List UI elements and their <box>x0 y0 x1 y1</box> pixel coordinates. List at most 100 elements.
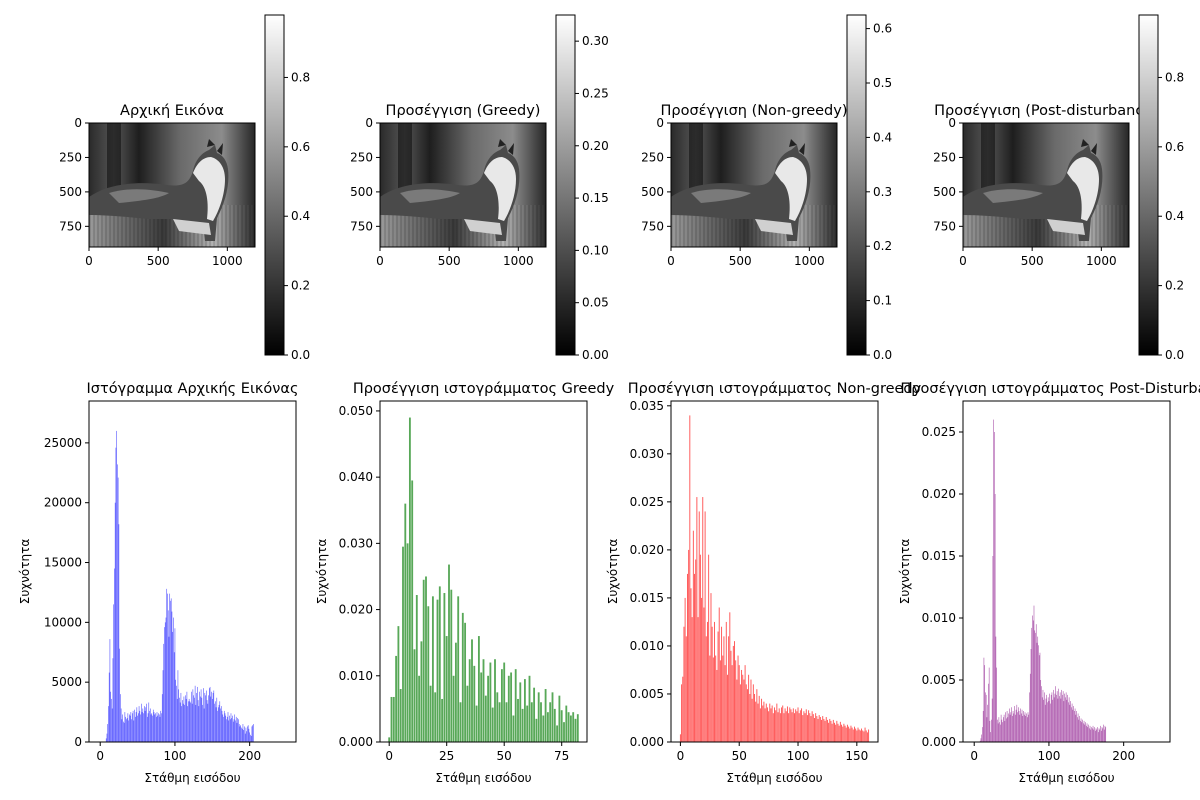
histogram-bar <box>232 721 234 742</box>
histogram-bar <box>427 606 430 742</box>
x-axis-label: Στάθμη εισόδου <box>144 771 240 785</box>
histogram-bar <box>519 682 522 742</box>
y-tick-label: 0 <box>948 116 956 130</box>
histogram-bar <box>170 598 172 742</box>
histogram-bar <box>239 726 241 742</box>
histogram-bar <box>252 725 253 742</box>
histogram-bar <box>170 600 171 742</box>
histogram-bar <box>821 719 823 742</box>
histogram-bar <box>805 709 807 742</box>
histogram-bar <box>219 701 221 742</box>
histogram-bar <box>863 731 865 742</box>
histogram-bar <box>129 714 130 742</box>
histogram-bar <box>168 636 170 742</box>
histogram-bar <box>247 725 249 742</box>
histogram-bar <box>781 707 783 742</box>
x-axis-label: Στάθμη εισόδου <box>1018 771 1114 785</box>
histogram-bar <box>567 712 570 742</box>
histogram-bar <box>1101 727 1103 742</box>
histogram-bar <box>709 655 711 742</box>
histogram-bar <box>240 725 241 742</box>
histogram-bar <box>697 617 699 742</box>
histogram-bar <box>202 704 203 742</box>
histogram-bar <box>723 636 725 742</box>
image-panel-4: Προσέγγιση (Post-disturbance)0 500 1000025… <box>933 14 1184 362</box>
axes-frame <box>379 400 588 743</box>
colorbar-tick-label: 0.15 <box>582 191 609 205</box>
histogram-bar <box>784 708 786 742</box>
histogram-bar <box>1071 703 1073 742</box>
histogram-bar <box>166 588 168 742</box>
histogram-bar <box>1040 680 1042 742</box>
histogram-bar <box>521 708 524 742</box>
x-tick-label: 1000 <box>1086 254 1117 268</box>
histogram-bar <box>118 524 120 742</box>
histogram-bar <box>443 593 446 742</box>
image-panel-3: Προσέγγιση (Non-greedy)0 500 1000025050075… <box>641 14 892 362</box>
histogram-bar <box>212 698 213 742</box>
histogram-bar <box>1100 725 1101 742</box>
histogram-bar <box>572 712 575 742</box>
histogram-bar <box>815 713 817 742</box>
histogram-bar <box>737 655 739 742</box>
histogram-bar <box>110 691 111 742</box>
histogram-bar <box>216 697 218 742</box>
histogram-bar <box>429 685 432 742</box>
x-tick-label: 100 <box>1037 749 1060 763</box>
histogram-bar <box>982 727 983 742</box>
image-panel-1: Αρχική Εικόνα 0 500 1000 0 250 500 750 0.0 0.2 0.4… <box>59 14 310 362</box>
histogram-bar <box>220 706 222 742</box>
histogram-bar <box>145 707 147 742</box>
histogram-bar <box>551 692 554 742</box>
histogram-bar <box>1076 711 1077 742</box>
colorbar <box>555 14 576 356</box>
histogram-panel-3: Προσέγγιση ιστογράμματος Non-greedy 0 50 10… <box>606 381 922 785</box>
histogram-bar <box>200 689 202 742</box>
colorbar <box>264 14 285 356</box>
histogram-bar <box>1081 722 1083 742</box>
histogram-bar <box>989 720 991 742</box>
histogram-bar <box>1018 707 1019 742</box>
histogram-bar <box>755 701 757 742</box>
histogram-bar <box>120 694 121 742</box>
histogram-bar <box>184 704 185 742</box>
histogram-bar <box>402 546 404 742</box>
histogram-bar <box>818 715 820 742</box>
image-title: Προσέγγιση (Post-disturbance) <box>934 103 1158 119</box>
histogram-bar <box>553 708 556 742</box>
histogram-bar <box>788 713 790 742</box>
histogram-bar <box>1046 694 1047 742</box>
histogram-bar <box>247 726 248 742</box>
histogram-bar <box>814 717 815 742</box>
histogram-bar <box>514 669 517 742</box>
histogram-bar <box>388 737 391 742</box>
histogram-bar <box>1030 649 1032 742</box>
histogram-bar <box>245 727 247 742</box>
histogram-bar <box>228 720 230 742</box>
histogram-bar <box>1091 728 1093 742</box>
colorbar-tick-label: 0.6 <box>291 140 310 154</box>
histogram-bar <box>1032 615 1033 742</box>
x-tick-label: 50 <box>732 749 747 763</box>
histogram-bar <box>702 497 704 742</box>
histogram-bar <box>138 713 139 742</box>
histogram-bar <box>523 679 526 742</box>
histogram-bar <box>1077 717 1078 742</box>
histogram-bar <box>226 716 228 742</box>
histogram-bar <box>496 692 499 742</box>
histogram-bar <box>563 722 565 742</box>
x-tick-label: 0 <box>970 749 978 763</box>
histogram-bar <box>117 477 119 742</box>
histogram-bar <box>466 685 469 742</box>
histogram-bar <box>248 728 250 742</box>
histogram-bar <box>701 597 703 742</box>
histogram-bar <box>1104 725 1106 742</box>
y-tick-label: 15000 <box>44 556 82 570</box>
histogram-bar <box>177 670 179 742</box>
histogram-title: Ιστόγραμμα Αρχικής Εικόνας <box>87 381 299 397</box>
axes-frame <box>670 122 838 248</box>
histogram-bar <box>1074 711 1075 742</box>
histogram-bar <box>130 712 132 742</box>
histogram-bar <box>1015 709 1017 742</box>
histogram-bar <box>1084 724 1086 742</box>
